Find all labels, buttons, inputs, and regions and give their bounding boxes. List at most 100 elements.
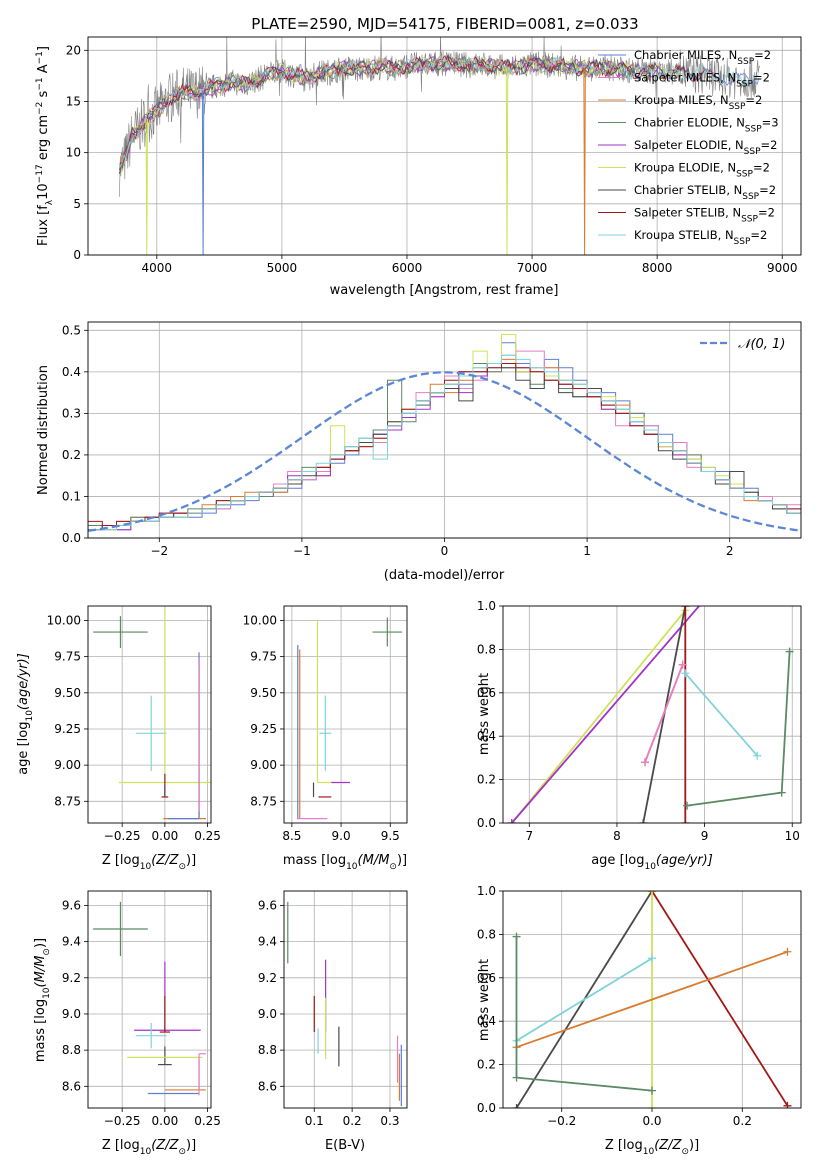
x-tick-label: 0.25: [194, 1114, 221, 1128]
legend-label-part: Salpeter MILES,: [634, 71, 727, 85]
legend-label: 𝒩(0, 1): [738, 337, 785, 352]
x-tick-label: 0.2: [733, 1114, 752, 1128]
y-tick-label: 8.8: [62, 1043, 81, 1057]
legend-label-part: =2: [753, 161, 770, 175]
mass-xlabel: mass [log10(M/M⊙)]: [283, 853, 407, 872]
weight-line: [516, 950, 788, 1049]
legend-label: Salpeter STELIB, NSSP=2: [634, 206, 775, 225]
x-tick-label: 8000: [642, 261, 673, 275]
spectrum-drop: [505, 67, 509, 255]
y-tick-label: 0.8: [477, 642, 496, 656]
spectrum-panel: 4000 5000 6000 7000 8000 9000 0 5 10 15 20 Chabrier…: [35, 36, 802, 298]
weight-marker: [699, 598, 707, 606]
x-tick-label: 0.0: [642, 1114, 661, 1128]
legend-label-part: SSP: [736, 170, 753, 180]
spectrum-ylabel-part: −1: [35, 51, 45, 64]
spectrum-xlabel-part: wavelength [Angstrom, rest frame]: [330, 283, 559, 298]
grid-lines: [88, 322, 801, 539]
age-ylabel-part: 10: [25, 710, 35, 722]
legend-label-part: =2: [750, 228, 767, 242]
x-tick-label: 4000: [142, 261, 173, 275]
y-tick-label: 9.2: [62, 971, 81, 985]
x-tick-label: 7: [525, 829, 533, 843]
axes-frame: [87, 890, 212, 1109]
weight-marker: [648, 891, 656, 895]
legend-label-part: =2: [758, 206, 775, 220]
legend-label: Salpeter ELODIE, NSSP=2: [634, 138, 777, 157]
axes-frame: [502, 890, 802, 1109]
weight-marker: [648, 954, 656, 963]
y-tick-label: 9.25: [54, 722, 81, 736]
x-tick-label: 0: [441, 544, 449, 558]
legend-label-part: SSP: [742, 192, 759, 202]
metallicity-xlabel-part: (Z/Z: [151, 1138, 179, 1153]
metallicity-xlabel-part: )]: [689, 1138, 699, 1153]
weight-line: [511, 609, 686, 823]
weight-marker: [639, 819, 648, 823]
mass-ylabel-part: mass [log: [33, 999, 48, 1062]
weight-ylabel-part: mass weight: [477, 673, 492, 755]
age-ylabel: age [log10(age/yr)]: [16, 653, 35, 775]
y-tick-label: 1.0: [477, 599, 496, 613]
y-tick-label: 1.0: [477, 884, 496, 898]
ticks: −2 −1 0 1 2 0.0 0.1 0.2 0.3 0.4 0.5: [62, 323, 734, 558]
ticks: −0.25 0.00 0.25 8.6 8.8 9.0 9.2 9.4 9.6: [62, 898, 221, 1128]
weight-marker: [512, 932, 521, 941]
metallicity-xlabel-part: 10: [643, 1147, 655, 1157]
y-tick-label: 9.50: [54, 686, 81, 700]
legend-label-part: =2: [759, 183, 776, 197]
plot-area: [118, 37, 760, 255]
spectrum-ylabel-part: λ: [45, 199, 55, 205]
metallicity-xlabel-part: Z [log: [102, 1138, 140, 1153]
x-tick-label: 5000: [267, 261, 298, 275]
x-tick-label: 8: [613, 829, 621, 843]
weight-marker: [512, 1104, 521, 1108]
grid-lines: [88, 606, 211, 823]
legend-label-part: =3: [762, 116, 779, 130]
y-tick-label: 9.4: [258, 935, 277, 949]
y-tick-label: 0.6: [477, 686, 496, 700]
mass-xlabel-part: )]: [397, 853, 407, 868]
y-tick-label: 10.00: [47, 613, 81, 627]
age-ylabel-part: age [log: [16, 722, 31, 775]
spectrum-ylabel-part: ]: [36, 46, 51, 51]
spectrum-xlabel: wavelength [Angstrom, rest frame]: [330, 283, 559, 298]
spectrum-ylabel-part: s: [36, 90, 51, 101]
plot-area: [88, 334, 801, 538]
spectrum-drop: [583, 68, 586, 255]
weight-line: [511, 606, 701, 823]
legend-label-part: SSP: [745, 125, 762, 135]
legend-label-part: =2: [754, 48, 771, 62]
age-xlabel-part: 10: [644, 862, 656, 872]
x-tick-label: 2: [726, 544, 734, 558]
weight-line: [651, 891, 789, 1107]
y-tick-label: 8.75: [250, 794, 277, 808]
legend-label: Kroupa ELODIE, NSSP=2: [634, 161, 770, 180]
y-tick-label: 9.50: [250, 686, 277, 700]
weight-marker: [753, 751, 762, 760]
y-tick-label: 10: [66, 146, 81, 160]
metallicity-xlabel-part: ⊙: [681, 1147, 689, 1157]
metallicity-age-panel: −0.25 0.00 0.25 8.75 9.00 9.25 9.50 9.75 10.00 Z …: [16, 605, 221, 872]
weight-marker: [640, 758, 649, 767]
spectrum-ylabel-part: Flux [f: [36, 205, 51, 246]
residuals-ylabel-part: Normed distribution: [36, 365, 51, 495]
y-tick-label: 9.4: [62, 935, 81, 949]
extinction-xlabel-part: E(B-V): [325, 1138, 365, 1153]
spectrum-ylabel-part: erg cm: [36, 115, 51, 164]
metallicity-xlabel: Z [log10(Z/Z⊙)]: [605, 1138, 699, 1157]
spectrum-ylabel-part: 10: [36, 183, 51, 200]
y-tick-label: 0.1: [62, 489, 81, 503]
histogram-series: [88, 354, 801, 538]
x-tick-label: 9000: [767, 261, 798, 275]
metallicity-xlabel-part: ⊙: [178, 1147, 186, 1157]
weight-marker: [648, 1086, 656, 1095]
metallicity-xlabel-part: Z [log: [102, 853, 140, 868]
y-tick-label: 0.5: [62, 323, 81, 337]
weight-marker: [683, 801, 692, 810]
legend-label-part: =2: [761, 138, 778, 152]
y-tick-label: 0.4: [477, 729, 496, 743]
y-tick-label: 9.75: [54, 650, 81, 664]
y-tick-label: 0.2: [62, 448, 81, 462]
age-xlabel-part: (age/yr)]: [656, 853, 713, 868]
